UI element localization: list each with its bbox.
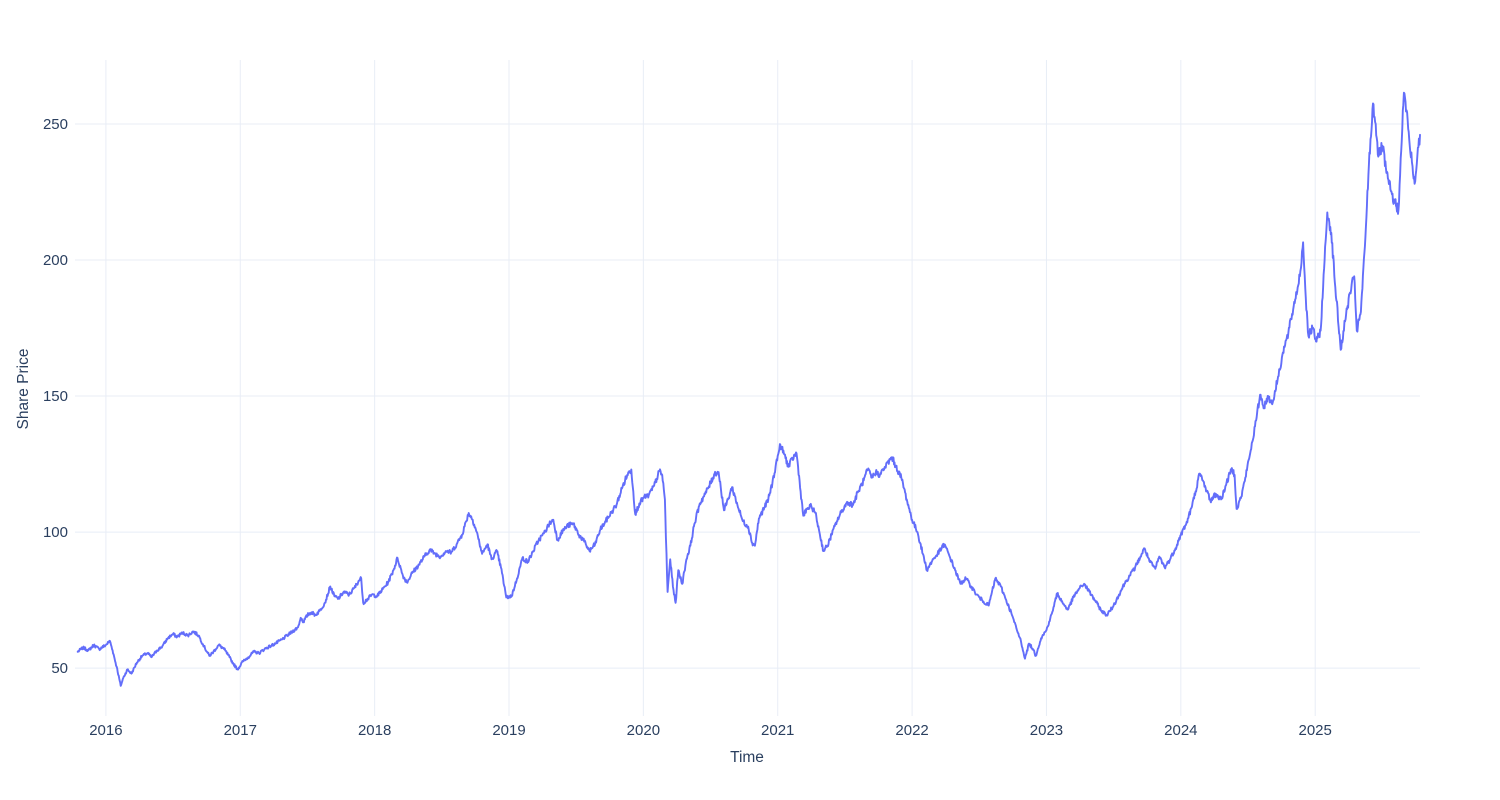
- y-tick-label: 250: [43, 116, 68, 133]
- x-tick-label: 2025: [1299, 722, 1332, 739]
- x-tick-label: 2017: [224, 722, 257, 739]
- y-tick-label: 50: [51, 660, 68, 677]
- x-tick-label: 2024: [1164, 722, 1197, 739]
- price-line-series[interactable]: [76, 91, 1421, 687]
- y-tick-label: 150: [43, 388, 68, 405]
- x-tick-label: 2019: [492, 722, 525, 739]
- y-tick-label: 200: [43, 252, 68, 269]
- y-tick-label: 100: [43, 524, 68, 541]
- x-tick-label: 2020: [627, 722, 660, 739]
- x-tick-label: 2016: [89, 722, 122, 739]
- y-axis-title: Share Price: [15, 349, 32, 430]
- series-layer: [76, 91, 1421, 687]
- x-axis-title: Time: [730, 749, 764, 766]
- x-tick-label: 2021: [761, 722, 794, 739]
- grid-layer: [75, 60, 1420, 716]
- tick-layer: 2016 2017 2018 2019 2020 2021 2022 2023 2024 2025…: [43, 116, 1332, 739]
- x-tick-label: 2018: [358, 722, 391, 739]
- x-tick-label: 2022: [895, 722, 928, 739]
- x-tick-label: 2023: [1030, 722, 1063, 739]
